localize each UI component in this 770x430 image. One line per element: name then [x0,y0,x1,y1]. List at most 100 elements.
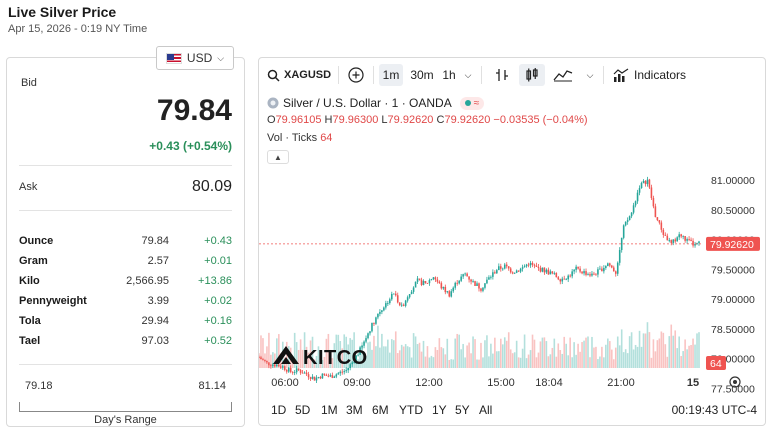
symbol-search[interactable]: XAGUSD [267,64,337,86]
chevron-down-icon[interactable]: ⌵ [464,69,472,80]
volume-bar [656,340,659,368]
volume-bar [416,344,419,368]
range-6m[interactable]: 6M [372,403,389,417]
volume-bar [442,348,445,368]
range-1d[interactable]: 1D [271,403,287,417]
volume-bar [678,336,680,368]
volume-bar [692,338,694,368]
range-ytd[interactable]: YTD [399,403,423,417]
volume-bar [599,356,601,368]
candle-body [448,291,451,297]
volume-bar [349,338,351,368]
volume-bar [371,349,373,368]
market-status-badge[interactable]: ≈ [459,96,485,110]
volume-bar [525,358,528,368]
volume-bar [466,345,468,368]
candle-body [664,234,667,236]
volume-bar [396,353,399,368]
volume-bar [609,341,611,368]
candle-body [579,268,581,272]
candle-body [349,364,351,369]
candle-body [622,225,625,238]
volume-bar [561,353,564,368]
volume-bar [390,339,393,368]
range-all[interactable]: All [479,403,493,417]
unit-price: 2,566.95 [126,275,169,287]
gear-icon[interactable] [729,376,741,388]
interval-1h[interactable]: 1h [442,68,456,82]
volume-value: 64 [320,132,333,144]
unit-name: Tael [19,335,41,347]
candle-body [654,206,657,218]
volume-bar [383,346,385,368]
candle-body [287,367,290,372]
area-style-button[interactable] [551,64,575,86]
chevron-down-icon[interactable]: ⌵ [586,69,594,80]
candle-body [620,237,623,251]
volume-bar [432,357,435,368]
bar-style-button[interactable] [491,64,513,86]
ohlc-change: −0.03535 (−0.04%) [493,114,588,126]
volume-bar [297,349,300,368]
volume-bar [513,352,516,368]
volume-bar [597,359,599,368]
candle-body [478,283,480,289]
range-3m[interactable]: 3M [346,403,363,417]
candle-body [488,277,490,280]
volume-bar [571,357,573,368]
candle-body [412,287,415,292]
range-5d[interactable]: 5D [295,403,311,417]
volume-bar [385,346,387,368]
chart-clock[interactable]: 00:19:43 UTC-4 [671,403,757,417]
collapse-legend-button[interactable]: ▲ [267,150,289,164]
last-price-tag [706,236,760,251]
volume-bar [593,347,595,368]
volume-label: Vol · Ticks [267,132,318,144]
volume-bar [430,355,433,368]
volume-bar [515,340,518,368]
candles-button[interactable] [519,64,545,86]
volume-bar [389,352,391,368]
unit-row-tael: Tael 97.03 +0.52 [19,331,232,351]
currency-selector[interactable]: USD ⌵ [156,46,234,70]
candle-body [343,371,346,373]
volume-bar [278,334,280,368]
candle-body [402,304,405,306]
volume-bar [595,346,597,368]
candle-body [666,235,669,241]
candle-body [285,369,288,372]
candle-body [513,272,516,274]
indicators-button[interactable]: Indicators [613,64,693,86]
volume-bar [652,339,655,368]
candle-body [476,283,478,287]
volume-bar [392,340,395,368]
volume-bar [452,359,455,368]
volume-bar [668,336,671,368]
candle-body [484,283,486,288]
candle-body [385,303,387,308]
price-chart[interactable]: 81.0000080.5000080.0000079.5000079.00000… [259,92,765,402]
volume-bar [329,349,332,368]
candle-body [650,187,653,199]
legend-symbol-title: Silver / U.S. Dollar · 1 · OANDA [283,96,452,110]
volume-bar [299,339,302,368]
candle-body [531,262,534,265]
volume-bar [406,346,409,368]
compare-button[interactable] [345,64,367,86]
range-1m[interactable]: 1M [321,403,338,417]
wave-icon: ≈ [473,97,480,109]
candle-body [577,266,579,269]
candle-body [297,368,300,371]
volume-bar [325,338,328,368]
y-tick-label: 79.50000 [711,264,755,276]
candle-body [555,273,558,278]
volume-bar [498,351,500,368]
last-price-label: 79.92620 [710,239,754,251]
interval-30m[interactable]: 30m [410,68,434,82]
candle-body [692,240,694,246]
interval-1m[interactable]: 1m [379,64,403,86]
candle-body [337,373,340,375]
candle-body [333,376,336,378]
range-1y[interactable]: 1Y [432,403,447,417]
range-5y[interactable]: 5Y [455,403,470,417]
